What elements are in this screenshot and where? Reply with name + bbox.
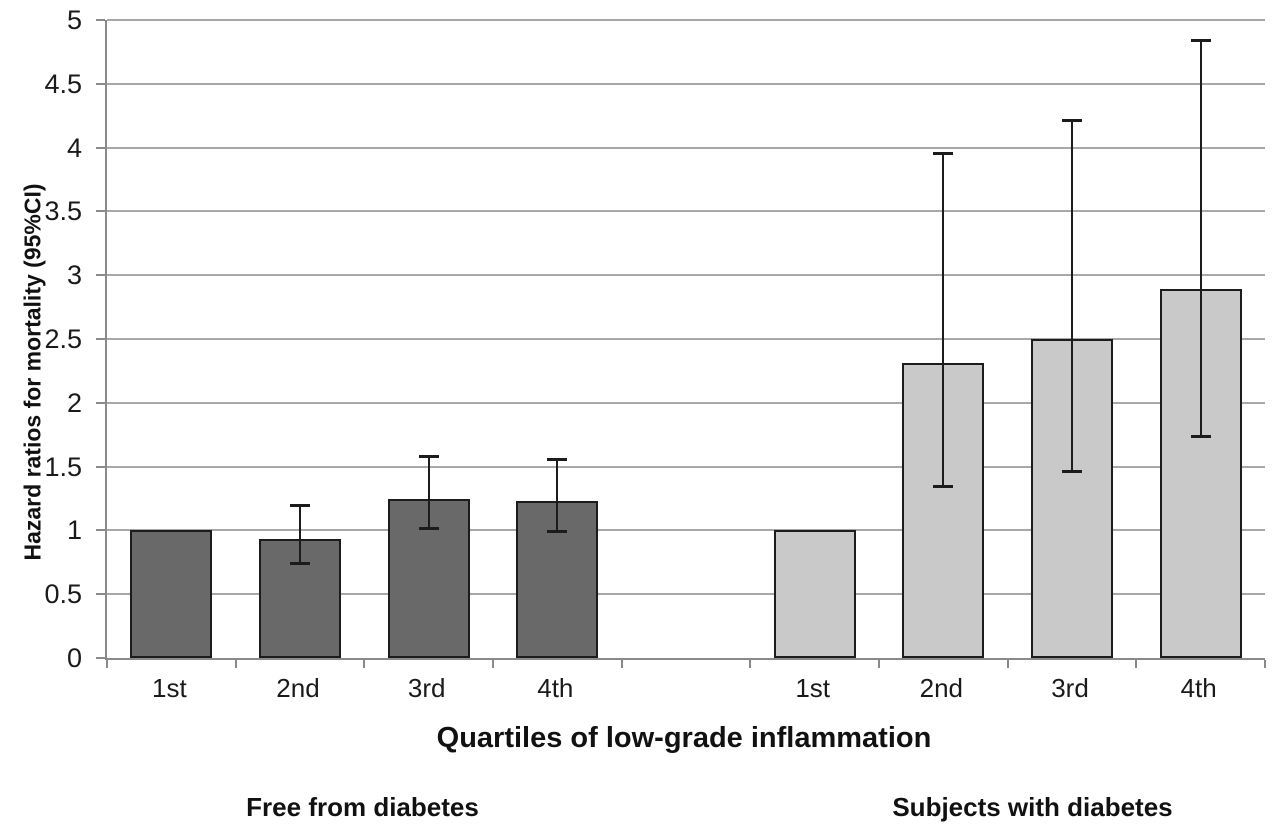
gridline bbox=[107, 401, 1265, 404]
gridline bbox=[107, 465, 1265, 468]
y-axis-title: Hazard ratios for mortality (95%CI) bbox=[19, 183, 46, 561]
x-tick-label: 3rd bbox=[1051, 673, 1089, 703]
error-bar-cap-bottom bbox=[418, 527, 439, 531]
y-axis-tick bbox=[96, 529, 105, 532]
error-bar-cap-bottom bbox=[1190, 435, 1211, 439]
x-tick-label: 3rd bbox=[407, 673, 446, 703]
x-axis-tick bbox=[492, 660, 494, 668]
x-axis-tick bbox=[1264, 660, 1266, 668]
error-bar-cap-top bbox=[547, 457, 568, 461]
y-axis-tick bbox=[96, 338, 105, 340]
error-bar-cap-top bbox=[1062, 118, 1082, 122]
group-label-subjects-with-diabetes: Subjects with diabetes bbox=[892, 792, 1173, 822]
y-axis-tick bbox=[96, 274, 105, 277]
x-axis-title: Quartiles of low-grade inflammation bbox=[436, 722, 932, 754]
error-bar-line bbox=[299, 504, 301, 564]
x-tick-label: 2nd bbox=[919, 673, 964, 703]
y-tick-label: 2.5 bbox=[44, 324, 82, 354]
plot-area bbox=[96, 19, 1266, 668]
y-tick-label: 1.5 bbox=[44, 451, 82, 482]
group-label-free-from-diabetes: Free from diabetes bbox=[246, 792, 479, 822]
error-bar-line bbox=[1071, 119, 1073, 472]
x-axis-tick bbox=[363, 660, 366, 668]
y-axis-tick bbox=[96, 82, 105, 85]
y-tick-label: 2 bbox=[66, 387, 82, 418]
x-tick-label: 4th bbox=[1180, 673, 1217, 703]
x-tick-label: 1st bbox=[795, 673, 830, 703]
gridline bbox=[107, 146, 1265, 149]
gridline bbox=[107, 82, 1265, 85]
y-axis-tick bbox=[96, 19, 105, 21]
y-axis-tick bbox=[96, 465, 105, 468]
y-tick-label: 0.5 bbox=[44, 579, 82, 610]
error-bar-cap-bottom bbox=[290, 561, 310, 565]
y-axis-tick bbox=[96, 210, 105, 213]
y-tick-label: 4 bbox=[66, 132, 82, 163]
gridline bbox=[107, 338, 1265, 340]
error-bar-line bbox=[942, 152, 945, 487]
y-axis-tick bbox=[96, 401, 105, 404]
error-bar-line bbox=[427, 456, 430, 530]
y-tick-label: 5 bbox=[66, 5, 82, 35]
gridline bbox=[107, 210, 1265, 213]
bar-free-1st bbox=[130, 530, 213, 658]
x-axis-tick bbox=[106, 660, 108, 668]
gridline bbox=[107, 593, 1265, 596]
x-axis-tick bbox=[1006, 660, 1009, 668]
error-bar-cap-bottom bbox=[1062, 469, 1082, 473]
error-bar-cap-top bbox=[933, 151, 954, 155]
gridline bbox=[107, 19, 1265, 21]
x-axis-tick bbox=[878, 660, 880, 668]
y-axis-tick bbox=[96, 657, 105, 659]
x-tick-label: 2nd bbox=[276, 673, 320, 703]
error-bar-cap-bottom bbox=[933, 485, 954, 489]
y-axis-tick bbox=[96, 146, 105, 149]
x-axis-tick bbox=[1135, 660, 1138, 668]
y-tick-label: 1 bbox=[66, 515, 82, 546]
error-bar-cap-top bbox=[418, 455, 439, 459]
gridline bbox=[107, 274, 1265, 277]
x-axis-tick bbox=[749, 660, 752, 668]
gridline bbox=[107, 529, 1265, 532]
y-tick-label: 4.5 bbox=[44, 68, 82, 99]
x-tick-label: 4th bbox=[537, 673, 574, 703]
error-bar-cap-bottom bbox=[547, 529, 568, 533]
x-axis-tick bbox=[234, 660, 237, 668]
bar-diabetes-1st bbox=[773, 530, 856, 658]
y-tick-label: 0 bbox=[66, 643, 82, 673]
x-tick-label: 1st bbox=[151, 673, 187, 703]
y-tick-label: 3.5 bbox=[44, 196, 82, 227]
bar-free-2nd bbox=[259, 539, 341, 658]
error-bar-cap-top bbox=[290, 503, 310, 507]
y-axis-tick bbox=[96, 593, 105, 596]
y-tick-label: 3 bbox=[66, 260, 82, 291]
error-bar-line bbox=[556, 458, 559, 532]
x-axis-tick bbox=[620, 660, 623, 668]
error-bar-line bbox=[1199, 40, 1202, 438]
error-bar-cap-top bbox=[1190, 39, 1211, 43]
